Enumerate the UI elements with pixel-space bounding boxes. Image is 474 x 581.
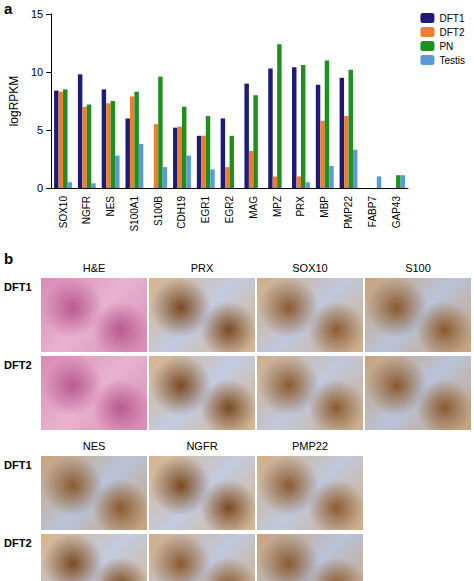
html-text:S100: S100 [405, 262, 431, 274]
svg-text:GAP43: GAP43 [391, 196, 402, 229]
html-text:DFT2: DFT2 [4, 537, 32, 549]
svg-text:S100B: S100B [153, 196, 164, 226]
html-text:b: b [4, 250, 14, 267]
html-text:NGFR: NGFR [186, 440, 218, 452]
svg-text:EGR1: EGR1 [200, 196, 211, 224]
svg-text:DFT1: DFT1 [439, 13, 464, 24]
svg-text:5: 5 [37, 124, 43, 136]
svg-text:15: 15 [31, 8, 43, 20]
html-text:DFT1: DFT1 [4, 281, 32, 293]
svg-text:PN: PN [439, 41, 453, 52]
svg-text:DFT2: DFT2 [439, 27, 464, 38]
svg-text:Testis: Testis [439, 55, 465, 66]
html-text:H&E: H&E [82, 262, 106, 274]
svg-text:FABP7: FABP7 [367, 196, 378, 228]
svg-text:MAG: MAG [248, 196, 259, 219]
svg-text:logRPKM: logRPKM [7, 76, 21, 127]
svg-text:10: 10 [31, 66, 43, 78]
svg-text:0: 0 [37, 182, 43, 194]
svg-text:SOX10: SOX10 [58, 196, 69, 229]
svg-text:NES: NES [105, 196, 116, 217]
html-text:SOX10: SOX10 [292, 262, 328, 274]
html-text:DFT2: DFT2 [4, 359, 32, 371]
svg-text:PMP22: PMP22 [343, 196, 354, 229]
svg-text:EGR2: EGR2 [224, 196, 235, 224]
html-text:PRX: PRX [190, 262, 214, 274]
svg-text:CDH19: CDH19 [176, 196, 187, 229]
svg-text:PRX: PRX [295, 196, 306, 217]
html-text:PMP22: PMP22 [292, 440, 328, 452]
html-text:NES: NES [82, 440, 106, 452]
svg-text:S100A1: S100A1 [129, 196, 140, 232]
html-text:a: a [4, 0, 13, 17]
html-text:DFT1: DFT1 [4, 459, 32, 471]
svg-text:MBP: MBP [319, 196, 330, 218]
svg-text:MPZ: MPZ [272, 196, 283, 217]
svg-text:NGFR: NGFR [81, 196, 92, 224]
